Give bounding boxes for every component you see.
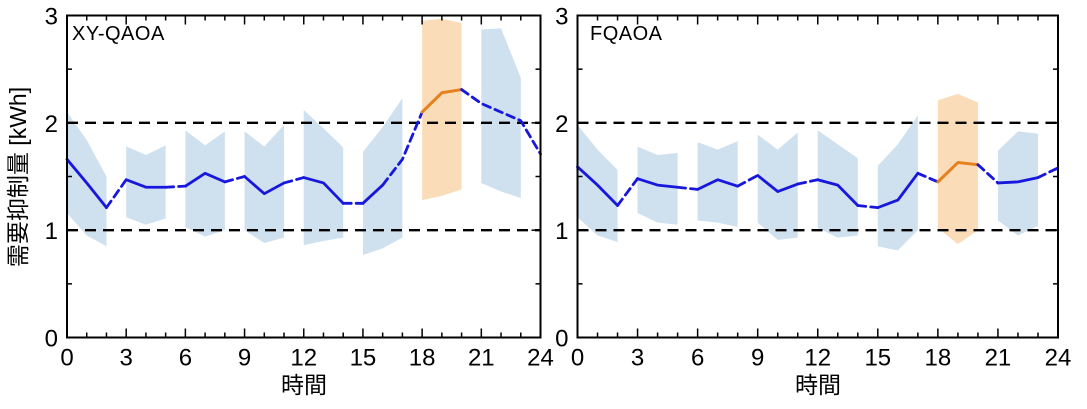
- y-tick-label: 0: [45, 326, 58, 353]
- mean-line-segment: [243, 175, 286, 196]
- uncertainty-band: [126, 145, 166, 225]
- x-axis-label-right: 時間: [795, 372, 841, 398]
- x-tick-label: 3: [631, 345, 644, 372]
- x-tick-label: 6: [691, 345, 704, 372]
- x-tick-label: 15: [350, 345, 377, 372]
- mean-line-segment: [282, 176, 306, 185]
- mean-line-segment: [636, 177, 680, 189]
- y-tick-label: 0: [555, 326, 568, 353]
- right-plot-title: FQAOA: [590, 23, 663, 45]
- x-tick-label: 15: [864, 345, 891, 372]
- x-tick-label: 21: [985, 345, 1012, 372]
- y-axis-label: 需要抑制量 [kWh]: [5, 86, 31, 268]
- mean-line-segment: [65, 157, 108, 210]
- highlight-band: [422, 18, 462, 201]
- x-tick-label: 12: [290, 345, 317, 372]
- mean-line-segment: [876, 171, 920, 210]
- left-plot-title: XY-QAOA: [72, 23, 165, 45]
- x-tick-label: 21: [468, 345, 495, 372]
- mean-line-segment: [696, 178, 740, 191]
- mean-line-segment: [183, 171, 227, 188]
- highlight-band: [937, 93, 978, 245]
- mean-line-segment: [736, 174, 760, 188]
- x-tick-label: 12: [804, 345, 831, 372]
- mean-line-segment: [1036, 166, 1060, 179]
- mean-line-segment: [302, 176, 345, 205]
- x-axis-label-left: 時間: [281, 372, 327, 398]
- y-tick-label: 3: [45, 4, 58, 31]
- mean-line-segment: [756, 174, 800, 193]
- uncertainty-band: [303, 109, 344, 246]
- uncertainty-band: [877, 115, 918, 251]
- x-tick-label: 9: [751, 345, 764, 372]
- mean-line-segment: [916, 171, 940, 184]
- mean-line-segment: [105, 178, 128, 210]
- x-tick-label: 18: [925, 345, 952, 372]
- x-tick-label: 0: [571, 345, 584, 372]
- x-tick-label: 24: [527, 345, 554, 372]
- mean-line-segment: [976, 163, 1000, 185]
- mean-line-segment: [361, 183, 385, 205]
- x-tick-label: 3: [120, 345, 133, 372]
- uncertainty-band: [244, 124, 285, 244]
- y-tick-label: 1: [45, 218, 58, 245]
- mean-line-segment: [460, 88, 542, 156]
- x-tick-label: 24: [1045, 345, 1072, 372]
- mean-line-segment: [676, 185, 700, 191]
- x-tick-label: 9: [238, 345, 251, 372]
- y-tick-label: 2: [555, 111, 568, 138]
- mean-line-segment: [124, 178, 168, 189]
- mean-line-segment: [796, 178, 820, 186]
- x-tick-label: 6: [179, 345, 192, 372]
- mean-line-segment: [996, 176, 1040, 185]
- mean-line-segment: [856, 204, 880, 210]
- x-tick-label: 0: [60, 345, 73, 372]
- uncertainty-band: [362, 98, 403, 255]
- mean-line-segment: [616, 177, 639, 207]
- mean-line-segment: [381, 110, 424, 187]
- mean-line-segment: [164, 184, 187, 189]
- y-tick-label: 1: [555, 218, 568, 245]
- uncertainty-band: [997, 131, 1038, 236]
- uncertainty-band: [185, 130, 225, 237]
- mean-line-segment: [576, 165, 619, 207]
- mean-line-highlight-segment: [936, 161, 980, 184]
- uncertainty-band: [757, 132, 798, 240]
- y-tick-label: 3: [555, 4, 568, 31]
- mean-line-highlight-segment: [420, 88, 464, 114]
- uncertainty-band: [67, 112, 107, 247]
- x-tick-label: 18: [409, 345, 436, 372]
- y-tick-label: 2: [45, 111, 58, 138]
- mean-line-segment: [223, 175, 246, 184]
- uncertainty-band: [697, 141, 738, 227]
- mean-line-segment: [816, 178, 860, 207]
